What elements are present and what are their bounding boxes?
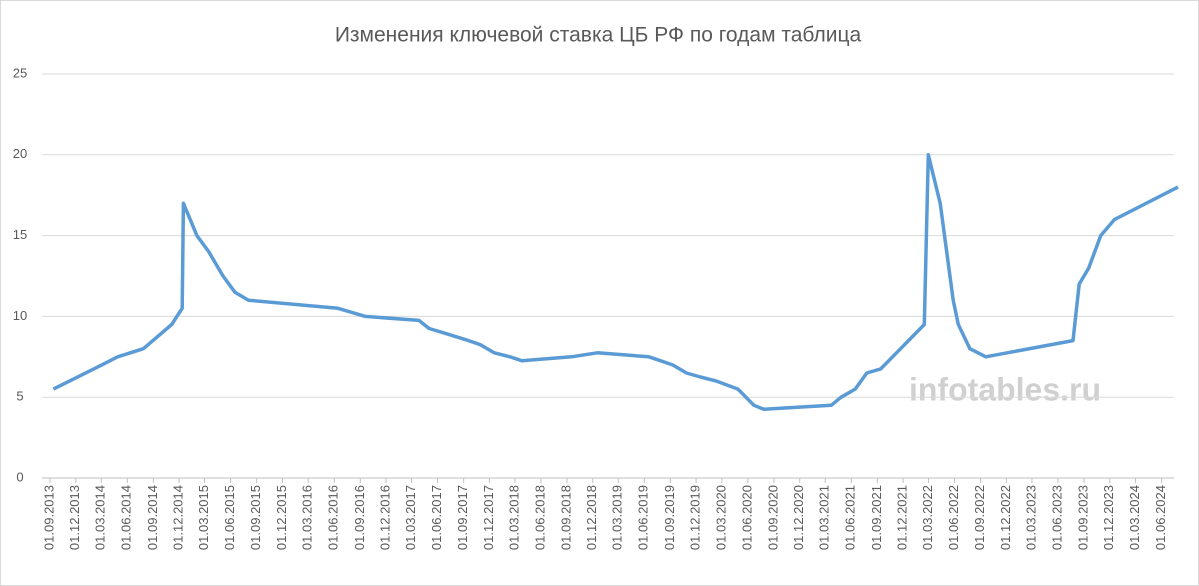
- x-tick-label: 01.12.2019: [688, 485, 703, 550]
- x-tick-label: 01.06.2019: [636, 485, 651, 550]
- x-tick-label: 01.06.2017: [429, 485, 444, 550]
- x-tick-label: 01.09.2020: [765, 485, 780, 550]
- x-tick-label: 01.09.2021: [869, 485, 884, 550]
- x-tick-label: 01.03.2022: [920, 485, 935, 550]
- x-tick-label: 01.03.2018: [506, 485, 521, 550]
- x-tick-label: 01.06.2016: [326, 485, 341, 550]
- x-tick-label: 01.09.2013: [41, 485, 56, 550]
- x-tick-label: 01.03.2023: [1023, 485, 1038, 550]
- x-tick-label: 01.12.2018: [584, 485, 599, 550]
- x-tick-label: 01.09.2017: [455, 485, 470, 550]
- x-tick-label: 01.03.2015: [196, 485, 211, 550]
- line-series: [52, 153, 1179, 412]
- x-tick-label: 01.09.2014: [145, 485, 160, 550]
- x-tick-label: 01.06.2018: [532, 485, 547, 550]
- y-tick-label: 10: [13, 308, 27, 323]
- x-tick-label: 01.09.2019: [662, 485, 677, 550]
- x-tick-label: 01.12.2020: [791, 485, 806, 550]
- x-tick-label: 01.09.2016: [352, 485, 367, 550]
- x-tick-label: 01.12.2023: [1101, 485, 1116, 550]
- x-tick-label: 01.03.2017: [403, 485, 418, 550]
- x-tick-label: 01.03.2024: [1127, 485, 1142, 550]
- x-tick-label: 01.03.2016: [300, 485, 315, 550]
- x-tick-label: 01.06.2014: [119, 485, 134, 550]
- x-tick-label: 01.03.2014: [93, 485, 108, 550]
- chart-title: Изменения ключевой ставка ЦБ РФ по годам…: [335, 24, 862, 47]
- y-tick-label: 15: [13, 227, 27, 242]
- x-tick-label: 01.12.2016: [378, 485, 393, 550]
- x-tick-label: 01.12.2015: [274, 485, 289, 550]
- y-tick-label: 25: [13, 65, 27, 80]
- x-tick-label: 01.09.2018: [558, 485, 573, 550]
- watermark: infotables.ru: [909, 371, 1101, 407]
- x-tick-label: 01.06.2024: [1153, 485, 1168, 550]
- x-tick-label: 01.09.2023: [1075, 485, 1090, 550]
- x-tick-label: 01.12.2017: [481, 485, 496, 550]
- x-tick-label: 01.09.2015: [248, 485, 263, 550]
- x-tick-label: 01.06.2020: [739, 485, 754, 550]
- y-tick-label: 5: [16, 389, 23, 404]
- x-tick-label: 01.06.2022: [946, 485, 961, 550]
- x-tick-label: 01.09.2022: [972, 485, 987, 550]
- x-tick-label: 01.12.2022: [998, 485, 1013, 550]
- y-tick-label: 0: [16, 469, 23, 484]
- x-tick-label: 01.03.2021: [817, 485, 832, 550]
- x-tick-label: 01.06.2021: [843, 485, 858, 550]
- x-tick-label: 01.03.2020: [713, 485, 728, 550]
- x-tick-label: 01.06.2015: [222, 485, 237, 550]
- x-tick-label: 01.03.2019: [610, 485, 625, 550]
- x-tick-label: 01.12.2014: [171, 485, 186, 550]
- x-tick-label: 01.06.2023: [1049, 485, 1064, 550]
- x-tick-label: 01.12.2021: [895, 485, 910, 550]
- y-tick-label: 20: [13, 146, 27, 161]
- x-tick-label: 01.12.2013: [67, 485, 82, 550]
